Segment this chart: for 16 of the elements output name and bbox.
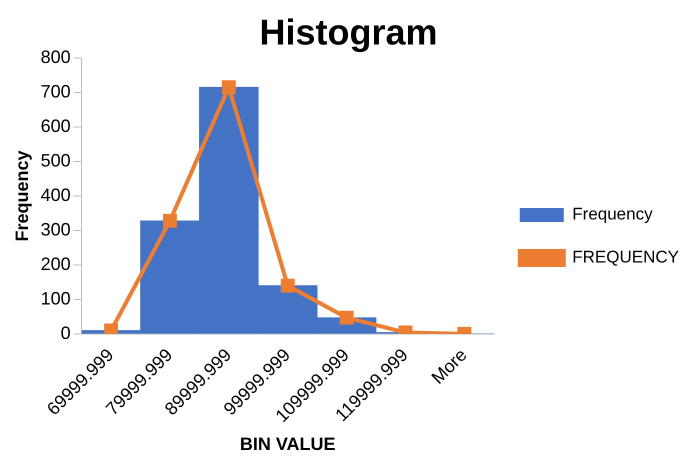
y-tick-label: 100	[40, 288, 71, 308]
point	[163, 214, 177, 228]
y-tick-label: 700	[40, 82, 71, 102]
y-tick-label: 500	[40, 150, 71, 171]
chart-title: Histogram	[259, 12, 438, 53]
x-axis-title: BIN VALUE	[240, 434, 336, 454]
point	[222, 80, 236, 94]
y-tick-label: 400	[40, 185, 71, 206]
y-tick-label: 600	[40, 116, 71, 136]
legend-label: FREQUENCY	[572, 248, 680, 267]
y-tick-label: 0	[60, 322, 71, 343]
y-tick-label: 200	[40, 254, 71, 274]
y-tick-label: 300	[40, 219, 71, 240]
y-tick-label: 800	[40, 47, 71, 68]
legend-label: Frequency	[572, 204, 654, 224]
y-axis-title: Frequency	[12, 150, 32, 242]
